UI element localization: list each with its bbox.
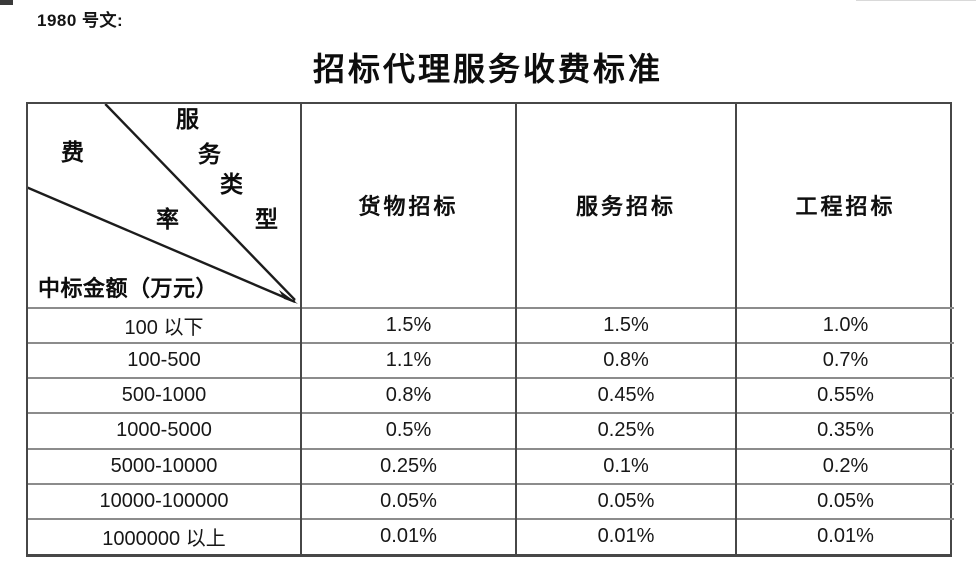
- rate-cell: 0.7%: [736, 342, 954, 379]
- rate-cell: 0.01%: [736, 517, 954, 554]
- rate-cell: 0.8%: [516, 342, 737, 379]
- corner-label-service-char-3: 类: [220, 172, 243, 197]
- table-row: 1000000 以上 0.01% 0.01% 0.01%: [28, 517, 954, 554]
- amount-range-cell: 500-1000: [28, 377, 302, 414]
- corner-amount-label: 中标金额（万元）: [38, 276, 219, 301]
- document-reference: 1980 号文:: [37, 11, 124, 30]
- rate-cell: 0.05%: [301, 482, 517, 519]
- diagonal-divider-lines: [28, 104, 298, 304]
- column-header-engineering: 工程招标: [795, 194, 896, 220]
- table-row: 1000-5000 0.5% 0.25% 0.35%: [28, 412, 954, 449]
- corner-label-rate-char-2: 率: [156, 207, 179, 232]
- page-title: 招标代理服务收费标准: [312, 51, 663, 87]
- amount-range-cell: 1000000 以上: [28, 517, 302, 554]
- rate-cell: 1.1%: [301, 342, 517, 379]
- table-row: 100 以下 1.5% 1.5% 1.0%: [28, 306, 954, 344]
- table-row: 10000-100000 0.05% 0.05% 0.05%: [28, 482, 954, 519]
- corner-label-service-char-1: 服: [176, 107, 199, 132]
- rate-cell: 0.05%: [736, 482, 954, 519]
- column-header-services: 服务招标: [516, 104, 737, 308]
- rate-cell: 0.1%: [516, 447, 737, 484]
- corner-label-service-char-4: 型: [255, 207, 278, 232]
- rate-cell: 0.25%: [516, 412, 737, 449]
- rate-cell: 0.8%: [301, 377, 517, 414]
- rate-cell: 0.05%: [516, 482, 737, 519]
- corner-label-rate-char-1: 费: [61, 140, 84, 165]
- corner-header-cell: 服 务 类 型 费 率 中标金额（万元）: [28, 104, 302, 308]
- rate-cell: 1.5%: [516, 306, 737, 344]
- page-top-edge-line: [856, 0, 976, 1]
- table-row: 5000-10000 0.25% 0.1% 0.2%: [28, 447, 954, 484]
- corner-label-service-char-2: 务: [198, 142, 221, 167]
- rate-cell: 0.2%: [736, 447, 954, 484]
- amount-range-cell: 10000-100000: [28, 482, 302, 519]
- rate-cell: 0.55%: [736, 377, 954, 414]
- rate-cell: 0.01%: [516, 517, 737, 554]
- amount-range-cell: 100-500: [28, 342, 302, 379]
- amount-range-cell: 1000-5000: [28, 412, 302, 449]
- rate-cell: 1.0%: [736, 306, 954, 344]
- rate-cell: 0.5%: [301, 412, 517, 449]
- fee-table-wrapper: 服 务 类 型 费 率 中标金额（万元） 货物招标 服务招标 工程招标 100 …: [26, 102, 954, 557]
- rate-cell: 0.25%: [301, 447, 517, 484]
- table-row: 500-1000 0.8% 0.45% 0.55%: [28, 377, 954, 414]
- fee-table: 服 务 类 型 费 率 中标金额（万元） 货物招标 服务招标 工程招标 100 …: [28, 104, 954, 554]
- rate-cell: 0.45%: [516, 377, 737, 414]
- screenshot-corner-artifact: [0, 0, 13, 5]
- table-header-row: 服 务 类 型 费 率 中标金额（万元） 货物招标 服务招标 工程招标: [28, 104, 954, 308]
- amount-range-cell: 5000-10000: [28, 447, 302, 484]
- amount-range-cell: 100 以下: [28, 306, 302, 344]
- column-header-goods: 货物招标: [301, 104, 517, 308]
- rate-cell: 1.5%: [301, 306, 517, 344]
- table-row: 100-500 1.1% 0.8% 0.7%: [28, 342, 954, 379]
- rate-cell: 0.35%: [736, 412, 954, 449]
- rate-cell: 0.01%: [301, 517, 517, 554]
